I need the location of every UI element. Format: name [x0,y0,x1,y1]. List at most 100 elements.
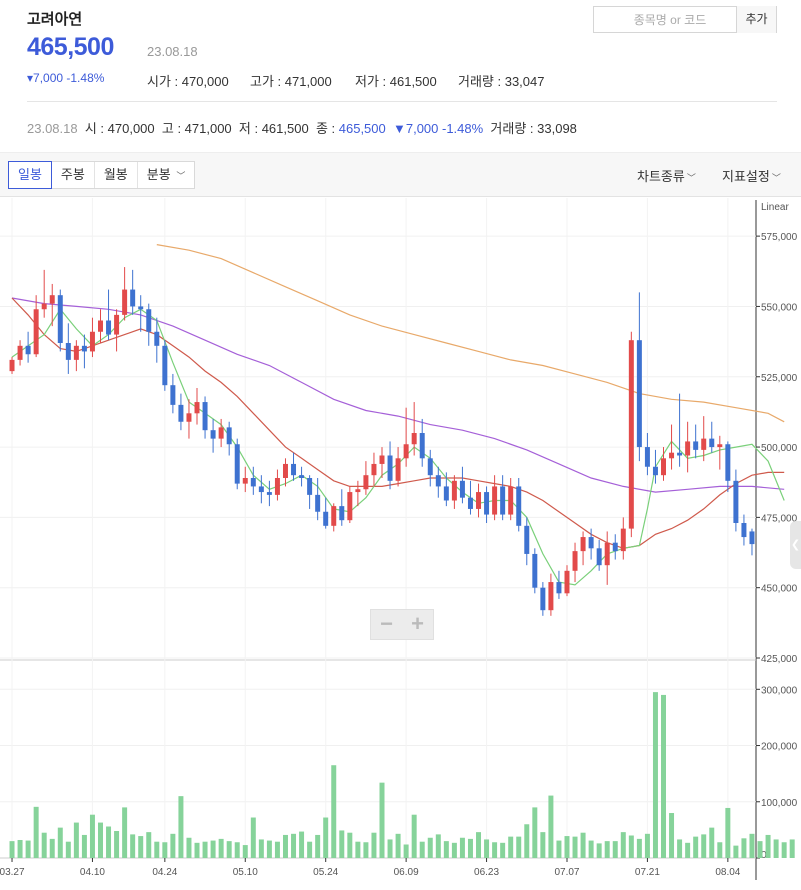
candle-body [186,413,192,422]
candle-body [725,444,731,481]
volume-bar [307,841,313,858]
volume-bar [435,834,441,858]
ma120-line [156,244,785,423]
candle-body [114,314,120,335]
candle-body [636,340,642,448]
volume-bar [789,839,795,858]
volume-bar [403,844,409,858]
volume-bar [459,837,465,858]
volume-bar [226,841,232,858]
zoom-out-button[interactable]: − [380,611,393,636]
date-tick-label: 05.10 [233,867,258,878]
candle-body [612,542,618,552]
stock-chart[interactable]: 425,000 450,000 475,000 500,000 525,000 550,0… [0,198,801,890]
candle-body [580,537,586,552]
chart-type-label: 차트종류 [637,169,685,184]
scale-label: Linear [761,202,789,213]
collapse-panel-handle[interactable]: ❮ [790,521,801,569]
candle-body [709,438,715,448]
candle-body [202,402,208,431]
volume-bar [194,842,200,858]
add-button[interactable]: 추가 [736,6,776,33]
chart-type-dropdown[interactable]: 차트종류 ﹀ [637,166,696,185]
volume-bar [363,842,369,858]
volume-bar [508,836,514,858]
candle-body [226,427,232,445]
candle-body [403,444,409,459]
price-tick-label: 425,000 [761,654,798,665]
volume-bar [218,838,224,858]
candle-body [644,447,650,467]
zoom-in-button[interactable]: + [411,611,424,636]
volume-bar [524,824,530,858]
date-tick-label: 06.09 [394,867,419,878]
volume-bar [781,842,787,858]
volume-bar [467,838,473,858]
volume-bar [186,837,192,858]
volume-bar [202,841,208,858]
volume-bar [379,782,385,858]
volume-bar [669,813,675,858]
volume-bar [65,841,71,858]
volume-bar [476,832,482,858]
candle-body [130,289,136,307]
chevron-down-icon: ﹀ [771,173,781,183]
volume-bar [620,832,626,858]
candle-body [331,506,337,526]
candle-body [508,486,514,515]
ohlc-close: 465,500 [338,121,386,136]
candle-body [693,441,699,450]
candle-body [258,486,264,493]
volume-bar [371,832,377,858]
candle-body [81,345,87,352]
candle-body [459,480,465,498]
volume-bar [291,833,297,858]
candle-body [443,486,449,501]
volume-bar [114,831,120,858]
volume-bar [580,832,586,858]
volume-bar [451,842,457,858]
volume-tick-label: 300,000 [761,685,798,696]
ohlc-low: 저 : 461,500 [238,121,309,136]
candle-body [604,542,610,566]
candle-body [363,475,369,490]
tab-daily[interactable]: 일봉 [8,161,52,189]
volume-bar [572,836,578,858]
candle-body [194,402,200,414]
stock-name: 고려아연 [27,11,83,28]
volume-bar [73,822,79,858]
tab-minute[interactable]: 분봉 ﹀ [138,162,195,188]
chart-toolbar: 일봉 주봉 월봉 분봉 ﹀ 차트종류 ﹀ 지표설정 ﹀ [0,152,801,197]
candle-body [564,570,570,594]
volume-bar [355,841,361,858]
volume-bar [210,840,216,858]
price-tick-label: 475,000 [761,513,798,524]
candle-body [339,506,345,521]
candle-body [122,289,128,315]
volume-bar [604,841,610,858]
candle-body [524,525,530,554]
volume-bar [315,834,321,858]
volume-bar [49,838,55,858]
volume-bar [347,832,353,858]
candle-body [628,340,634,529]
search-input[interactable] [594,7,738,32]
volume-bar [500,842,506,858]
candle-body [25,345,31,355]
candle-body [419,433,425,459]
indicator-settings-dropdown[interactable]: 지표설정 ﹀ [722,166,781,185]
candle-body [73,345,79,360]
volume-bar [154,841,160,858]
price-tick-label: 450,000 [761,584,798,595]
volume-bar [411,814,417,858]
date-tick-label: 05.24 [313,867,338,878]
tab-monthly[interactable]: 월봉 [95,162,138,188]
candle-body [661,458,666,476]
tab-weekly[interactable]: 주봉 [52,162,95,188]
candle-body [588,537,594,549]
open-price: 시가 : 470,000 [147,74,229,89]
candle-body [242,478,248,484]
candle-body [33,309,39,355]
candle-body [596,548,602,566]
date-tick-label: 04.24 [152,867,177,878]
